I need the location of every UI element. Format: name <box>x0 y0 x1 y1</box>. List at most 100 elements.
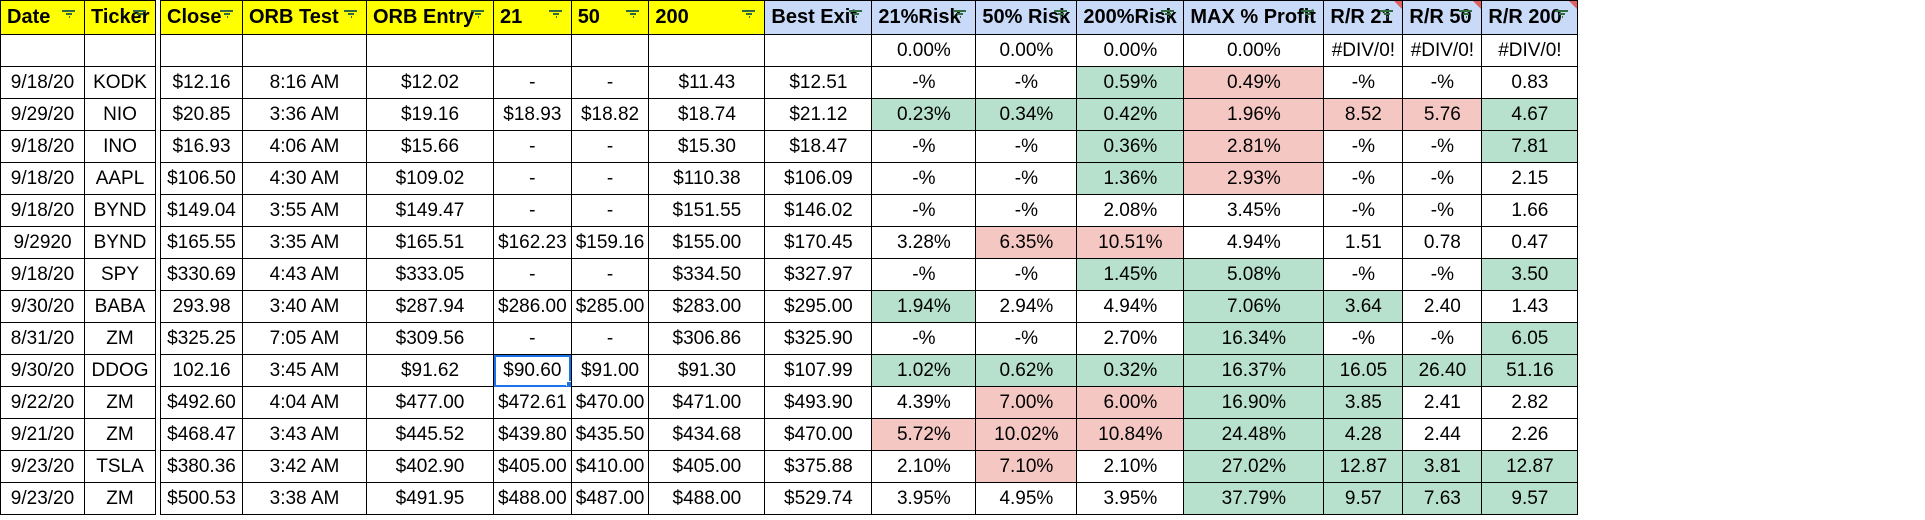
cell-ticker[interactable]: ZM <box>84 482 156 515</box>
cell-close[interactable]: 102.16 <box>160 354 243 387</box>
cell-max-pct-profit[interactable]: 0.49% <box>1183 66 1325 99</box>
cell-ticker[interactable]: SPY <box>84 258 156 291</box>
selected-cell[interactable]: $90.60 <box>493 354 572 387</box>
cell-orb-entry[interactable]: $12.02 <box>366 66 494 99</box>
cell-r-r-200[interactable]: 2.82 <box>1481 386 1579 419</box>
cell-max-pct-profit[interactable]: 37.79% <box>1183 482 1325 515</box>
cell-orb-entry[interactable]: $309.56 <box>366 322 494 355</box>
cell-date[interactable]: 9/2920 <box>0 226 85 259</box>
cell-50pct-risk[interactable]: -% <box>975 322 1078 355</box>
cell-200[interactable]: $11.43 <box>648 66 766 99</box>
filter-icon[interactable] <box>216 10 234 26</box>
cell-close[interactable]: $500.53 <box>160 482 243 515</box>
cell-best-exit[interactable]: $325.90 <box>764 322 873 355</box>
cell-50pct-risk[interactable]: -% <box>975 66 1078 99</box>
column-header-best-exit[interactable]: Best Exit <box>764 0 873 35</box>
cell-r-r-200[interactable]: 51.16 <box>1481 354 1579 387</box>
cell-ticker[interactable]: BYND <box>84 226 156 259</box>
cell-r-r-200[interactable]: 2.26 <box>1481 418 1579 451</box>
cell-r-r-200[interactable]: 12.87 <box>1481 450 1579 483</box>
cell-close[interactable]: $149.04 <box>160 194 243 227</box>
cell-r-r-21[interactable]: -% <box>1323 258 1404 291</box>
cell-200pctrisk[interactable]: 3.95% <box>1076 482 1185 515</box>
cell-200[interactable]: $434.68 <box>648 418 766 451</box>
cell-orb-test[interactable]: 3:36 AM <box>242 98 367 131</box>
cell-r-r-21[interactable]: 1.51 <box>1323 226 1404 259</box>
cell-date[interactable]: 9/18/20 <box>0 66 85 99</box>
column-header-200[interactable]: 200 <box>648 0 766 35</box>
cell-50pct-risk[interactable]: 7.00% <box>975 386 1078 419</box>
cell-orb-entry[interactable]: $477.00 <box>366 386 494 419</box>
cell-50pct-risk[interactable]: 2.94% <box>975 290 1078 323</box>
cell-200[interactable]: $306.86 <box>648 322 766 355</box>
column-header-max-pct-profit[interactable]: MAX % Profit <box>1183 0 1325 35</box>
cell-r-r-200[interactable]: 3.50 <box>1481 258 1579 291</box>
filter-icon[interactable] <box>545 10 563 26</box>
filter-icon[interactable] <box>622 10 640 26</box>
cell-r-r-21[interactable]: 9.57 <box>1323 482 1404 515</box>
cell-r-r-21[interactable]: 3.85 <box>1323 386 1404 419</box>
cell-200[interactable] <box>648 34 766 67</box>
filter-icon[interactable] <box>1455 10 1473 26</box>
cell-max-pct-profit[interactable]: 16.34% <box>1183 322 1325 355</box>
cell-21pctrisk[interactable]: -% <box>871 322 977 355</box>
cell-r-r-50[interactable]: -% <box>1402 322 1483 355</box>
cell-ticker[interactable]: KODK <box>84 66 156 99</box>
cell-close[interactable]: 293.98 <box>160 290 243 323</box>
cell-200pctrisk[interactable]: 2.08% <box>1076 194 1185 227</box>
cell-r-r-50[interactable]: -% <box>1402 162 1483 195</box>
cell-50pct-risk[interactable]: 6.35% <box>975 226 1078 259</box>
cell-21pctrisk[interactable]: -% <box>871 130 977 163</box>
cell-orb-test[interactable]: 3:45 AM <box>242 354 367 387</box>
cell-date[interactable]: 9/30/20 <box>0 290 85 323</box>
cell-r-r-50[interactable]: 5.76 <box>1402 98 1483 131</box>
cell-50pct-risk[interactable]: -% <box>975 194 1078 227</box>
cell-close[interactable]: $165.55 <box>160 226 243 259</box>
column-header-close[interactable]: Close <box>160 0 243 35</box>
cell-50[interactable]: $91.00 <box>570 354 650 387</box>
cell-21pctrisk[interactable]: -% <box>871 66 977 99</box>
cell-orb-test[interactable]: 3:43 AM <box>242 418 367 451</box>
cell-best-exit[interactable]: $170.45 <box>764 226 873 259</box>
cell-r-r-200[interactable]: #DIV/0! <box>1481 34 1579 67</box>
cell-21pctrisk[interactable]: 3.95% <box>871 482 977 515</box>
cell-21pctrisk[interactable]: 0.23% <box>871 98 977 131</box>
cell-date[interactable]: 8/31/20 <box>0 322 85 355</box>
column-header-200pctrisk[interactable]: 200%Risk <box>1076 0 1185 35</box>
cell-200[interactable]: $405.00 <box>648 450 766 483</box>
cell-50[interactable]: - <box>570 66 650 99</box>
cell-21[interactable]: $405.00 <box>493 450 572 483</box>
cell-orb-test[interactable]: 3:42 AM <box>242 450 367 483</box>
cell-200[interactable]: $15.30 <box>648 130 766 163</box>
cell-orb-entry[interactable]: $445.52 <box>366 418 494 451</box>
cell-orb-entry[interactable]: $149.47 <box>366 194 494 227</box>
cell-200pctrisk[interactable]: 0.59% <box>1076 66 1185 99</box>
cell-date[interactable]: 9/30/20 <box>0 354 85 387</box>
cell-21pctrisk[interactable]: 1.02% <box>871 354 977 387</box>
filter-icon[interactable] <box>340 10 358 26</box>
cell-ticker[interactable]: DDOG <box>84 354 156 387</box>
cell-50pct-risk[interactable]: 0.34% <box>975 98 1078 131</box>
cell-21[interactable]: $439.80 <box>493 418 572 451</box>
cell-orb-test[interactable]: 3:40 AM <box>242 290 367 323</box>
cell-orb-test[interactable]: 3:38 AM <box>242 482 367 515</box>
cell-best-exit[interactable]: $18.47 <box>764 130 873 163</box>
cell-orb-test[interactable] <box>242 34 367 67</box>
cell-50[interactable]: $435.50 <box>570 418 650 451</box>
column-header-21[interactable]: 21 <box>493 0 572 35</box>
cell-max-pct-profit[interactable]: 16.90% <box>1183 386 1325 419</box>
cell-date[interactable]: 9/23/20 <box>0 450 85 483</box>
cell-50[interactable]: - <box>570 258 650 291</box>
cell-best-exit[interactable]: $327.97 <box>764 258 873 291</box>
cell-200[interactable]: $471.00 <box>648 386 766 419</box>
cell-best-exit[interactable]: $146.02 <box>764 194 873 227</box>
cell-200[interactable]: $155.00 <box>648 226 766 259</box>
cell-r-r-21[interactable]: -% <box>1323 162 1404 195</box>
cell-r-r-200[interactable]: 1.66 <box>1481 194 1579 227</box>
cell-50pct-risk[interactable]: -% <box>975 130 1078 163</box>
filter-icon[interactable] <box>845 10 863 26</box>
cell-21pctrisk[interactable]: 2.10% <box>871 450 977 483</box>
cell-50pct-risk[interactable]: -% <box>975 162 1078 195</box>
cell-200pctrisk[interactable]: 6.00% <box>1076 386 1185 419</box>
cell-orb-test[interactable]: 4:04 AM <box>242 386 367 419</box>
